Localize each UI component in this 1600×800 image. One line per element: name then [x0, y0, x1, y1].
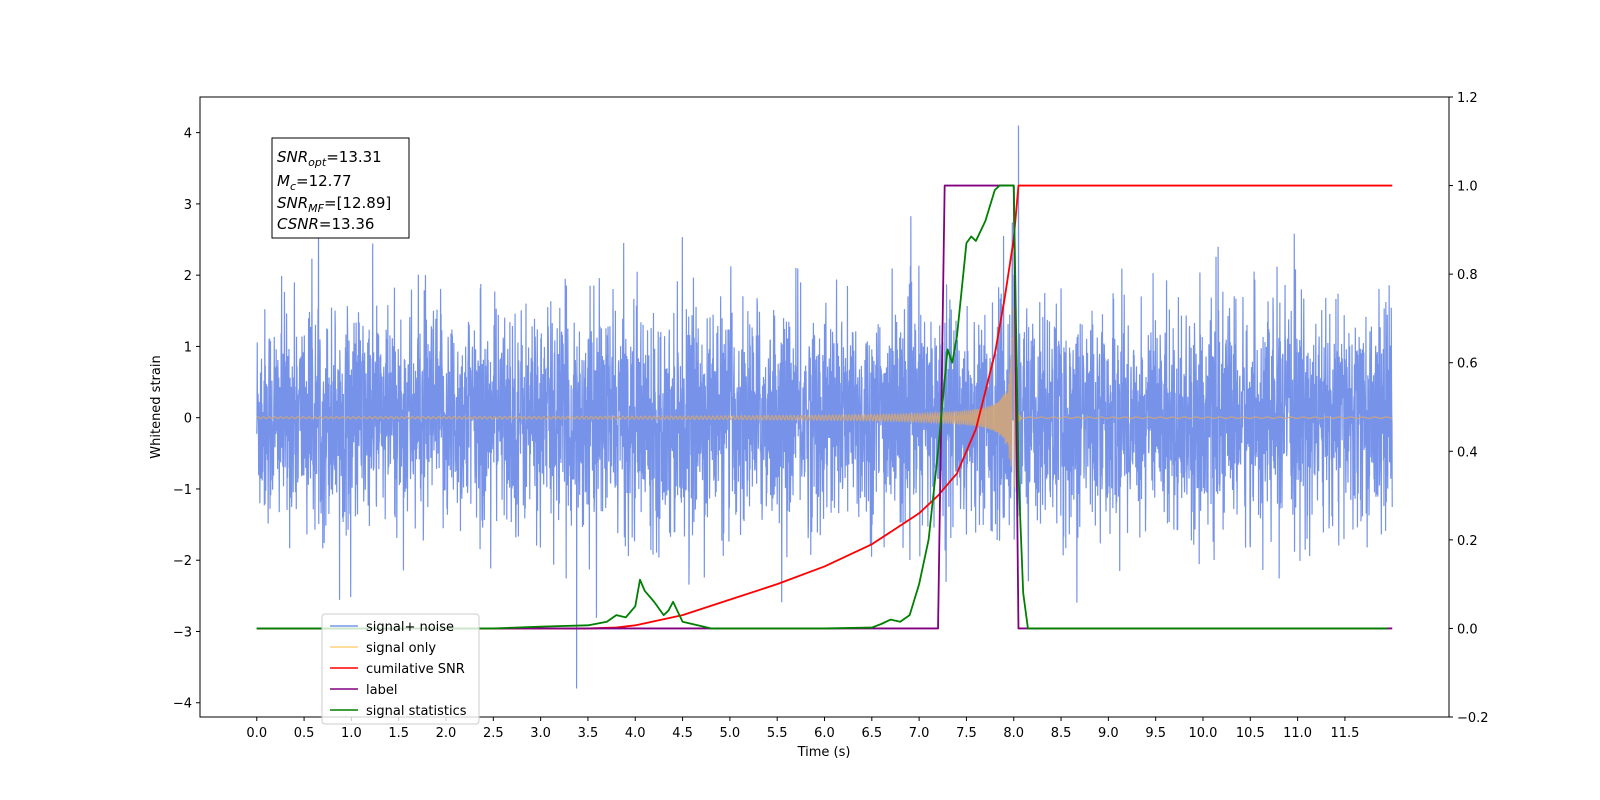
- y-axis-left: −4 −3 −2 −1 0 1 2 3 4: [173, 127, 200, 712]
- legend: signal+ noise signal only cumilative SNR…: [321, 613, 480, 725]
- y-tick-label: −4: [173, 697, 192, 712]
- legend-label-signal-noise: signal+ noise: [366, 620, 454, 635]
- x-tick-label: 9.5: [1145, 726, 1166, 741]
- series-signal-noise: [256, 125, 1393, 689]
- legend-box: [321, 613, 480, 725]
- x-tick-label: 3.5: [578, 726, 599, 741]
- legend-label-cumulative-snr: cumilative SNR: [366, 662, 465, 677]
- y-right-tick-label: −0.2: [1457, 711, 1489, 726]
- y-right-tick-label: 0.4: [1457, 445, 1478, 460]
- x-tick-label: 0.0: [246, 726, 267, 741]
- y-right-tick-label: 0.6: [1457, 357, 1478, 372]
- x-tick-label: 1.5: [388, 726, 409, 741]
- series-signal-statistics: [256, 184, 1388, 630]
- y-tick-label: 4: [184, 127, 192, 142]
- x-tick-label: 5.5: [767, 726, 788, 741]
- y-right-tick-label: 1.2: [1457, 91, 1478, 106]
- y-tick-label: 3: [184, 198, 192, 213]
- x-tick-label: 5.0: [720, 726, 741, 741]
- x-axis-label: Time (s): [797, 745, 851, 760]
- x-tick-label: 9.0: [1098, 726, 1119, 741]
- series-cumilative-snr: [256, 184, 1393, 630]
- series-signal-only: [256, 307, 1393, 488]
- x-tick-label: 4.0: [625, 726, 646, 741]
- x-tick-label: 6.5: [861, 726, 882, 741]
- legend-label-signal-statistics: signal statistics: [366, 704, 467, 719]
- annotation-snr-opt: SNRopt=13.31: [277, 148, 382, 169]
- plot-area: [256, 125, 1393, 689]
- y-tick-label: −3: [173, 625, 192, 640]
- annotation-snr-mf: SNRMF=[12.89]: [277, 194, 391, 215]
- x-tick-label: 7.0: [909, 726, 930, 741]
- x-tick-label: 1.0: [341, 726, 362, 741]
- y-right-tick-label: 0.8: [1457, 268, 1478, 283]
- x-tick-label: 8.0: [1003, 726, 1024, 741]
- x-tick-label: 11.5: [1330, 726, 1359, 741]
- y-right-tick-label: 1.0: [1457, 180, 1478, 195]
- metrics-annotation: SNRopt=13.31 Mc=12.77 SNRMF=[12.89] CSNR…: [271, 137, 410, 239]
- x-tick-label: 4.5: [672, 726, 693, 741]
- x-tick-label: 8.5: [1051, 726, 1072, 741]
- y-tick-label: 2: [184, 269, 192, 284]
- y-right-tick-label: 0.0: [1457, 622, 1478, 637]
- x-tick-label: 10.0: [1189, 726, 1218, 741]
- y-tick-label: −2: [173, 554, 192, 569]
- x-tick-label: 0.5: [294, 726, 315, 741]
- x-axis: 0.0 0.5 1.0 1.5 2.0 2.5 3.0 3.5 4.0 4.5 5.0 5.5 6.0 6…: [246, 717, 1359, 741]
- y-axis-label: Whitened strain: [149, 355, 164, 458]
- x-tick-label: 3.0: [530, 726, 551, 741]
- y-tick-label: 1: [184, 340, 192, 355]
- x-tick-label: 2.5: [483, 726, 504, 741]
- legend-label-signal-only: signal only: [366, 641, 436, 656]
- legend-label-label: label: [366, 683, 397, 698]
- annotation-mc: Mc=12.77: [277, 172, 352, 193]
- y-tick-label: −1: [173, 483, 192, 498]
- annotation-box: [271, 137, 410, 239]
- x-tick-label: 2.0: [436, 726, 457, 741]
- x-tick-label: 6.0: [814, 726, 835, 741]
- x-tick-label: 10.5: [1236, 726, 1265, 741]
- y-tick-label: 0: [184, 412, 192, 427]
- x-tick-label: 7.5: [956, 726, 977, 741]
- x-tick-label: 11.0: [1283, 726, 1312, 741]
- y-right-tick-label: 0.2: [1457, 534, 1478, 549]
- y-axis-right: −0.2 0.0 0.2 0.4 0.6 0.8 1.0 1.2: [1449, 91, 1489, 726]
- annotation-csnr: CSNR=13.36: [277, 215, 374, 233]
